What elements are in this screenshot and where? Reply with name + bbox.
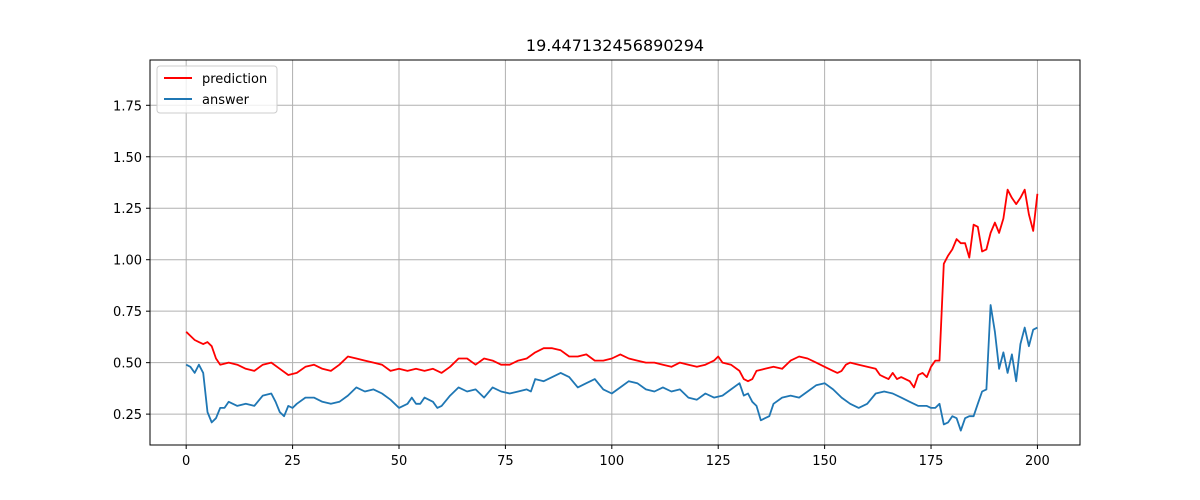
legend: prediction answer	[156, 65, 278, 114]
x-tick-label: 100	[599, 454, 624, 469]
ticks: 0 25 50 75 100 125 150 175 200 0.25 0.50 0.75 1.00 1.…	[113, 99, 1050, 469]
x-tick-label: 200	[1025, 454, 1050, 469]
x-tick-label: 75	[497, 454, 514, 469]
x-tick-label: 25	[284, 454, 301, 469]
plot-frame	[149, 59, 1081, 446]
x-tick-label: 125	[706, 454, 731, 469]
legend-label-prediction: prediction	[202, 72, 267, 87]
x-tick-label: 150	[812, 454, 837, 469]
x-tick-label: 50	[391, 454, 408, 469]
y-tick-label: 0.50	[113, 357, 142, 372]
y-tick-label: 1.25	[113, 202, 142, 217]
series-line-answer	[185, 304, 1038, 432]
series-layer	[185, 188, 1039, 432]
legend-label-answer: answer	[202, 93, 250, 108]
y-tick-label: 1.75	[113, 99, 142, 114]
y-tick-label: 1.00	[113, 254, 142, 269]
y-tick-label: 0.75	[113, 305, 142, 320]
x-tick-label: 175	[919, 454, 944, 469]
series-line-prediction	[185, 188, 1039, 389]
y-tick-label: 1.50	[113, 151, 142, 166]
y-tick-label: 0.25	[113, 408, 142, 423]
chart-title: 19.447132456890294	[526, 36, 704, 55]
x-tick-label: 0	[182, 454, 190, 469]
grid	[150, 60, 1080, 445]
